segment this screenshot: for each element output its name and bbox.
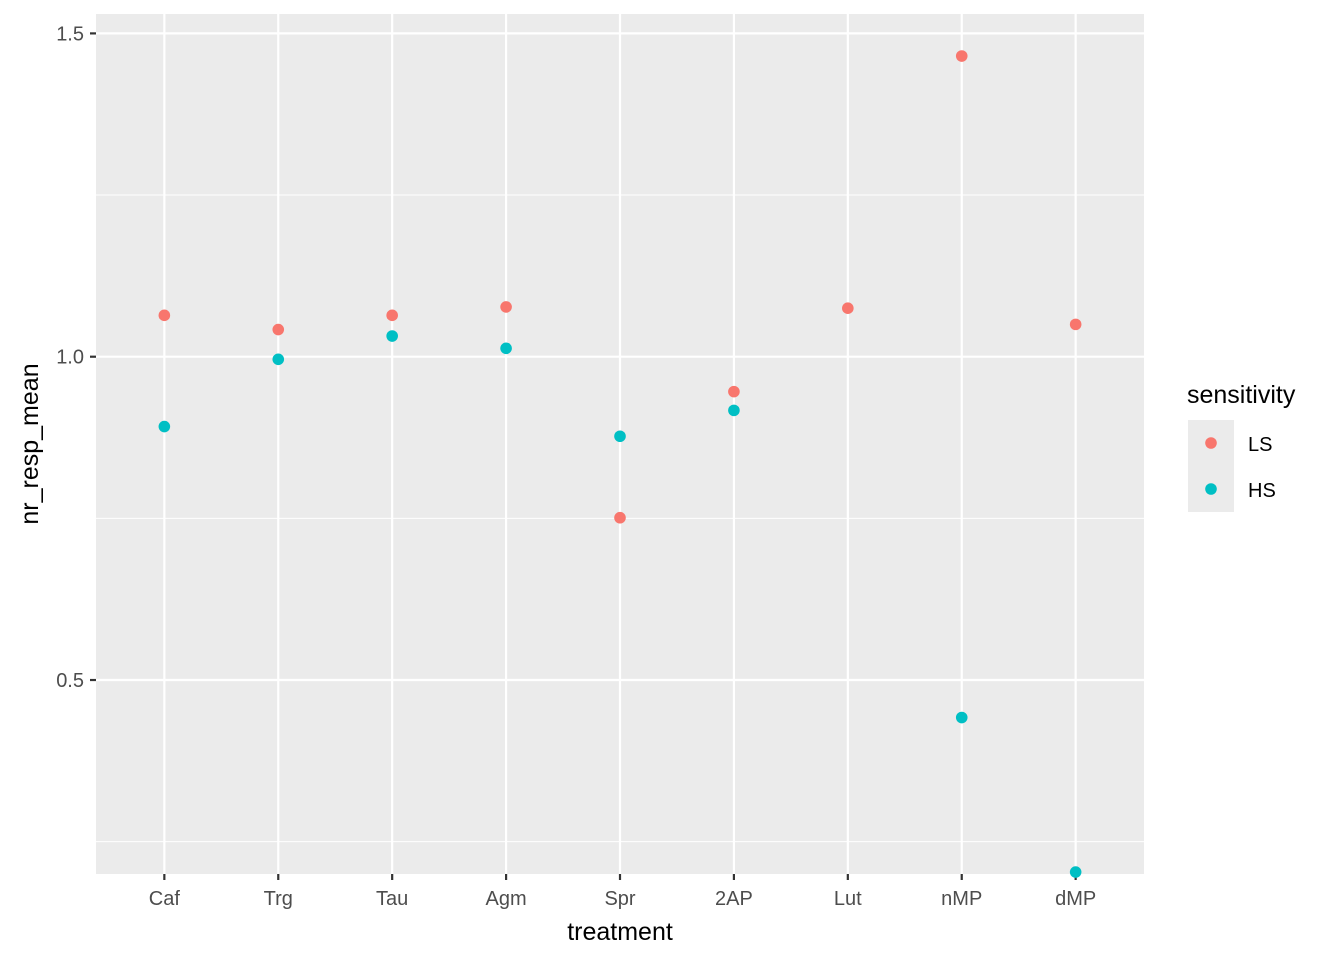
x-tick-label-Lut: Lut	[834, 888, 862, 910]
point-ls-Spr	[614, 511, 626, 524]
legend-key-ls	[1205, 437, 1217, 449]
x-axis: Caf Trg Tau Agm Spr 2AP Lut nMP dMP	[149, 874, 1096, 910]
data-points	[158, 50, 1082, 878]
y-tick-label-1: 1.0	[56, 347, 84, 369]
point-ls-Agm	[500, 301, 512, 313]
x-tick-label-Agm: Agm	[486, 888, 527, 910]
point-ls-2AP	[728, 385, 740, 398]
point-hs-nMP	[955, 711, 968, 724]
point-ls-nMP	[955, 50, 968, 62]
point-ls-Tau	[386, 309, 398, 322]
y-tick-label-0: 0.5	[56, 670, 84, 692]
legend-key-hs	[1205, 483, 1217, 495]
x-tick-label-2AP: 2AP	[715, 888, 753, 910]
point-hs-Tau	[386, 330, 398, 342]
legend: sensitivity LS HS	[1187, 381, 1296, 512]
x-tick-label-Spr: Spr	[604, 888, 635, 910]
point-ls-dMP	[1069, 318, 1082, 331]
point-hs-2AP	[728, 404, 740, 417]
legend-keys-background	[1188, 420, 1234, 512]
x-tick-label-Caf: Caf	[149, 888, 181, 910]
point-hs-Spr	[614, 430, 626, 443]
point-hs-Trg	[272, 353, 285, 366]
point-ls-Lut	[842, 302, 854, 315]
x-axis-title: treatment	[567, 918, 673, 946]
point-hs-Caf	[158, 420, 171, 433]
y-tick-label-2: 1.5	[56, 23, 84, 45]
x-tick-label-Trg: Trg	[264, 888, 293, 910]
legend-label-ls: LS	[1248, 434, 1272, 456]
y-axis: 0.5 1.0 1.5	[56, 23, 96, 692]
point-hs-dMP	[1069, 866, 1082, 878]
y-axis-title: nr_resp_mean	[16, 363, 44, 524]
x-tick-label-nMP: nMP	[941, 888, 982, 910]
x-tick-label-dMP: dMP	[1055, 888, 1096, 910]
point-hs-Agm	[500, 342, 512, 355]
point-ls-Caf	[158, 309, 171, 322]
legend-label-hs: HS	[1248, 480, 1276, 502]
major-gridlines	[96, 14, 1144, 874]
point-ls-Trg	[272, 323, 285, 336]
x-tick-label-Tau: Tau	[376, 888, 408, 910]
legend-title: sensitivity	[1187, 381, 1296, 409]
